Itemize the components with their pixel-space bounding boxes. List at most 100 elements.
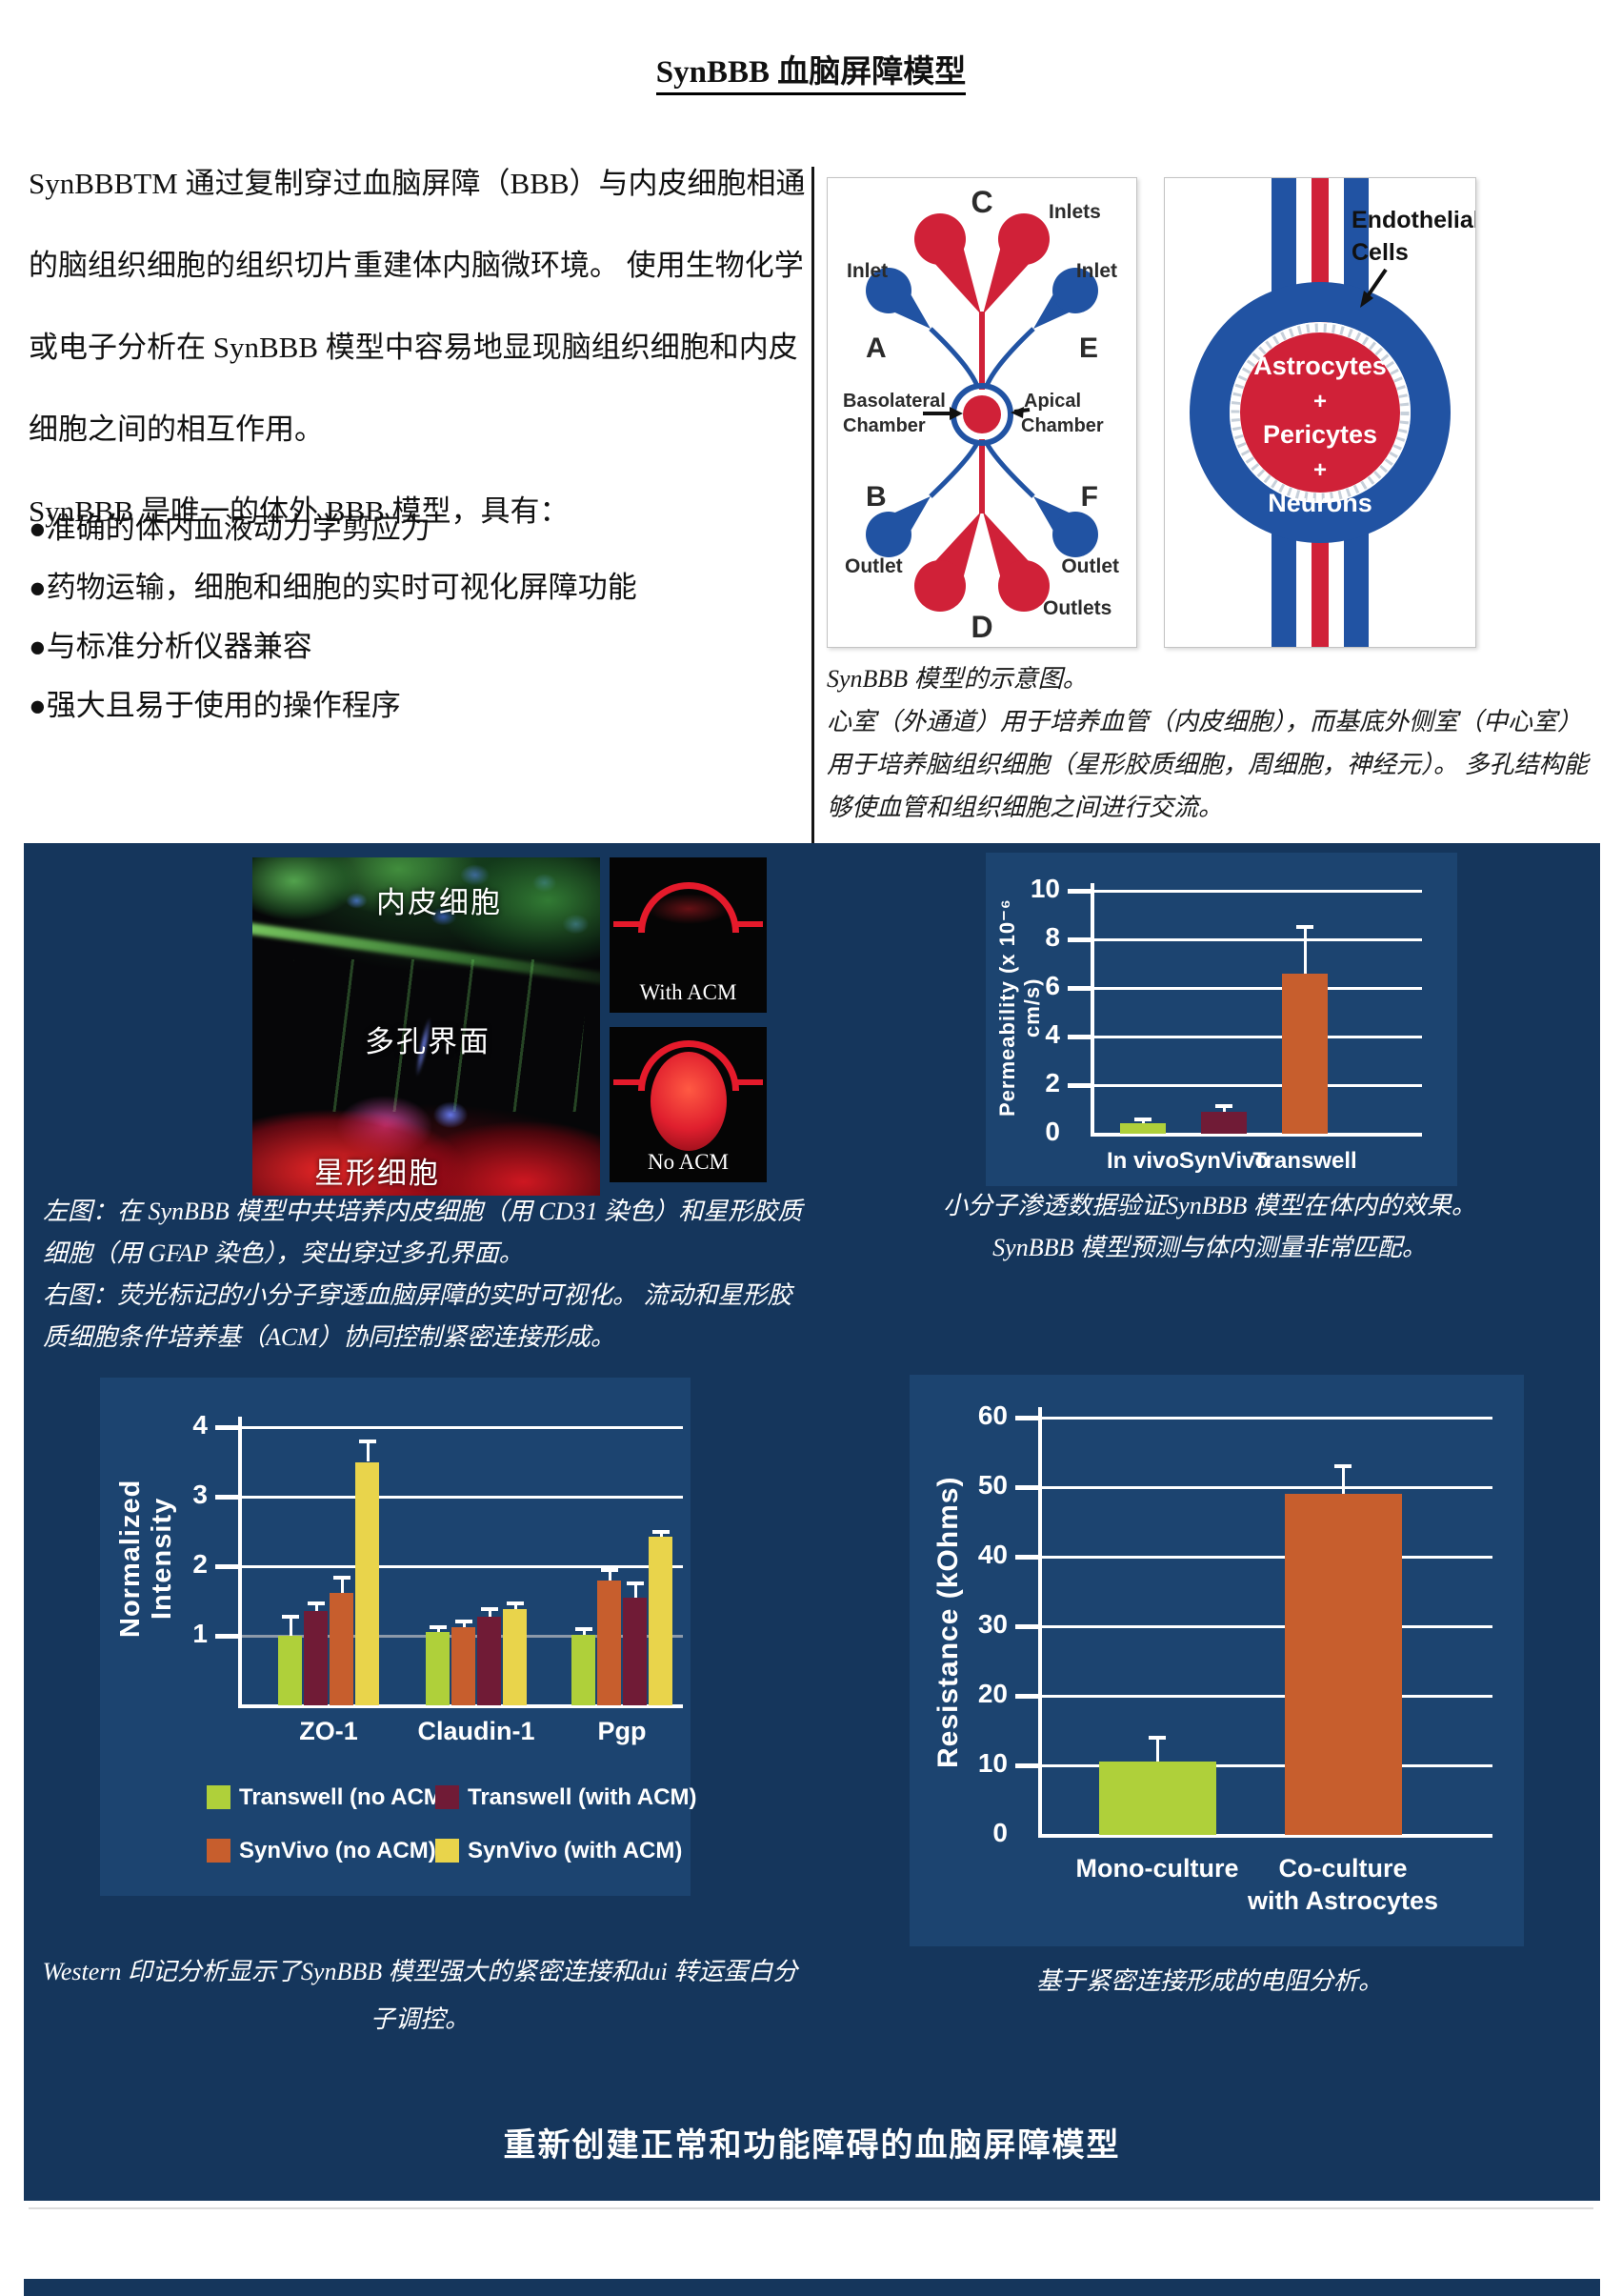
bar	[1201, 1112, 1247, 1134]
next-section-strip	[24, 2279, 1600, 2296]
error-cap	[429, 1625, 447, 1630]
bullet-item: ●药物运输，细胞和细胞的实时可视化屏障功能	[29, 571, 637, 604]
tick-mark	[1015, 1694, 1038, 1699]
chip-label-f: F	[1081, 481, 1098, 513]
red-inlet-bulb	[914, 213, 966, 265]
bullet-item: ●与标准分析仪器兼容	[29, 630, 312, 663]
permeability-ylabel: Permeability (x 10⁻⁶ cm/s)	[995, 898, 1044, 1118]
legend-swatch	[207, 1785, 230, 1809]
chip-label-outlet-left: Outlet	[845, 555, 903, 577]
axis-baseline	[238, 1704, 683, 1708]
error-bar	[488, 1609, 491, 1617]
y-tick-label: 2	[192, 1549, 208, 1579]
acm-without-label: No ACM	[648, 1150, 729, 1174]
chip-label-d: D	[971, 610, 992, 644]
caption-line: 子调控。	[370, 2005, 470, 2033]
chip-label-apical2: Chamber	[1021, 415, 1104, 436]
gridline	[1091, 890, 1422, 893]
caption-line: 质细胞条件培养基（ACM）协同控制紧密连接形成。	[43, 1323, 615, 1351]
gridline	[1091, 987, 1422, 990]
error-bar	[366, 1440, 370, 1462]
tick-mark	[1015, 1624, 1038, 1629]
gridline	[1091, 1084, 1422, 1087]
gridline	[1091, 938, 1422, 941]
blue-channel	[929, 327, 980, 388]
error-cap	[1215, 1103, 1232, 1108]
axis-baseline	[1038, 1834, 1492, 1838]
tick-mark	[1068, 1083, 1091, 1088]
micrograph-label-astrocyte: 星形细胞	[314, 1157, 440, 1190]
permeability-chart: Permeability (x 10⁻⁶ cm/s) 2 4 6 8 10 0 In viv…	[986, 853, 1457, 1186]
ring-text-astrocytes: Astrocytes	[1253, 352, 1387, 380]
page-title-text: SynBBB 血脑屏障模型	[655, 55, 967, 95]
error-bar	[659, 1531, 663, 1538]
legend-label: Transwell (with ACM)	[468, 1784, 697, 1810]
error-bar	[513, 1603, 517, 1610]
permeability-caption: 小分子渗透数据验证SynBBB 模型在体内的效果。 SynBBB 模型预测与体内…	[829, 1185, 1591, 1269]
category-label: In vivo	[1106, 1148, 1180, 1174]
bar	[1098, 1762, 1216, 1835]
y-tick-label: 40	[977, 1540, 1008, 1569]
gridline	[238, 1496, 683, 1499]
blue-channel	[984, 441, 1035, 498]
arrow-head-icon	[950, 407, 963, 420]
y-axis-line	[1038, 1407, 1042, 1835]
error-cap	[626, 1581, 644, 1586]
micrograph-astrocyte-region	[252, 1080, 600, 1196]
ring-crosssection-figure: Astrocytes + Pericytes + Neurons Endothe…	[1164, 177, 1480, 648]
chip-label-basolateral2: Chamber	[843, 415, 926, 436]
category-label: Co-culture	[1278, 1854, 1408, 1883]
error-cap	[1149, 1735, 1166, 1740]
tick-mark	[1068, 889, 1091, 894]
axis-baseline	[1091, 1133, 1422, 1137]
feature-bullets: ●准确的体内血液动力学剪应力 ●药物运输，细胞和细胞的实时可视化屏障功能 ●与标…	[29, 499, 811, 735]
error-cap	[358, 1439, 376, 1443]
error-bar	[582, 1628, 586, 1635]
tick-mark	[1068, 937, 1091, 942]
y-tick-label: 30	[977, 1609, 1008, 1639]
western-blot-chart: Normalized Intensity 1 2 3 4 ZO-1 Claudin-1 Pg…	[100, 1378, 696, 1896]
ring-crosssection-svg: Astrocytes + Pericytes + Neurons Endothe…	[1190, 178, 1480, 647]
bullet-item: ●强大且易于使用的操作程序	[29, 689, 401, 722]
error-cap	[454, 1620, 472, 1624]
arrow-head-icon	[1360, 291, 1373, 308]
chip-label-inlets: Inlets	[1049, 201, 1101, 223]
vessel-baseline	[613, 921, 640, 927]
error-bar	[1342, 1466, 1345, 1495]
error-bar	[314, 1602, 318, 1612]
bar	[278, 1636, 302, 1705]
intro-line: 细胞之间的相互作用。	[29, 413, 324, 446]
error-cap	[506, 1601, 524, 1606]
tick-mark	[1015, 1555, 1038, 1560]
gridline	[1038, 1417, 1492, 1420]
bar	[503, 1609, 527, 1705]
chip-label-b: B	[866, 481, 887, 513]
bar	[571, 1634, 595, 1705]
intro-paragraph: SynBBBTM 通过复制穿过血脑屏障（BBB）与内皮细胞相通 的脑组织细胞的组…	[29, 143, 811, 553]
bar	[477, 1616, 501, 1705]
caption-line: 右图：荧光标记的小分子穿透血脑屏障的实时可视化。 流动和星形胶	[43, 1281, 792, 1309]
error-cap	[574, 1626, 592, 1631]
y-tick-label: 8	[1045, 922, 1060, 952]
legend-label: SynVivo (with ACM)	[468, 1838, 683, 1863]
category-label: Claudin-1	[417, 1717, 535, 1745]
error-cap	[1334, 1464, 1352, 1469]
category-label: Pgp	[597, 1717, 647, 1745]
y-axis-line	[1091, 883, 1094, 1134]
acm-panel-with: With ACM	[610, 857, 767, 1013]
ring-label-cells: Cells	[1352, 239, 1409, 266]
caption-line: SynBBB 模型预测与体内测量非常匹配。	[992, 1234, 1427, 1261]
chip-label-apical: Apical	[1024, 391, 1081, 412]
micrograph-label-endothelial: 内皮细胞	[376, 886, 502, 919]
legend-label: Transwell (no ACM)	[239, 1784, 451, 1810]
bar	[649, 1537, 672, 1705]
arrow-head-icon	[1011, 407, 1024, 418]
ring-text-plus: +	[1313, 389, 1327, 414]
chip-label-inlet-left: Inlet	[847, 260, 888, 282]
error-bar	[1156, 1737, 1159, 1762]
y-axis-line	[238, 1417, 242, 1705]
caption-line: 用于培养脑组织细胞（星形胶质细胞，周细胞，神经元）。 多孔结构能	[827, 751, 1589, 778]
red-outlet-bulb	[914, 560, 966, 612]
bar	[451, 1627, 475, 1705]
vessel-arch-icon	[637, 882, 739, 933]
